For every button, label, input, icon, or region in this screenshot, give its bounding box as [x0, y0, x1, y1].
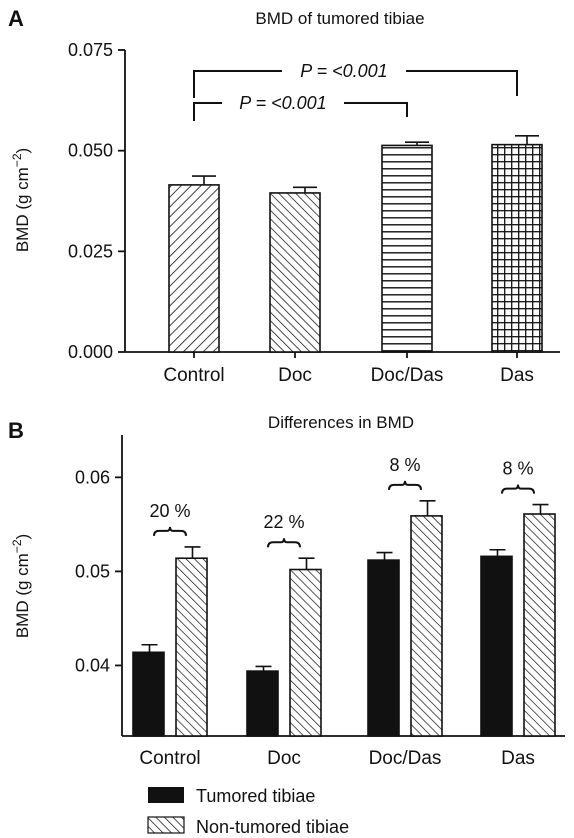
panel-b-difference-label: 8 %: [389, 455, 420, 475]
panel-a-error-bar: [293, 186, 317, 193]
panel-b-difference-brace: [388, 480, 422, 490]
legend-label-tumored: Tumored tibiae: [196, 786, 315, 806]
panel-a-pvalue-bg: [222, 91, 344, 113]
panel-b-error-bar: [532, 503, 549, 515]
panel-a-title: BMD of tumored tibiae: [255, 9, 424, 28]
panel-b-title: Differences in BMD: [268, 413, 414, 432]
panel-b-error-bar: [298, 557, 315, 570]
panel-a-letter: A: [8, 6, 24, 31]
panel-a-y-tick-label: 0.000: [68, 342, 113, 362]
panel-b-difference-label: 8 %: [502, 459, 533, 479]
panel-a-x-tick-label: Doc/Das: [371, 365, 444, 386]
panel-b-plot: 0.04 0.05 0.06 Control 20 % Doc 22 % Doc/Das 8 %…: [75, 435, 565, 769]
panel-b-error-bar: [255, 665, 272, 672]
panel-a-error-bar: [192, 175, 216, 185]
panel-a-y-axis-label: BMD (g cm−2): [10, 148, 32, 252]
panel-b-y-axis-label: BMD (g cm−2): [10, 534, 32, 638]
panel-a-x-tick-label: Das: [500, 365, 534, 386]
panel-a-plot: 0.000 0.025 0.050 0.075 Control Doc Doc/Das Das…: [68, 40, 560, 386]
panel-a-x-tick-label: Control: [163, 365, 224, 386]
panel-b-x-tick-label: Control: [139, 748, 200, 769]
panel-b-difference-label: 22 %: [263, 512, 304, 532]
panel-a-x-tick-label: Doc: [278, 365, 312, 386]
legend: Tumored tibiae Non-tumored tibiae: [147, 786, 349, 837]
panel-a-bar-das: [491, 143, 543, 353]
panel-b-x-tick-label: Doc: [267, 748, 301, 769]
panel-b-bar-non-tumored: [523, 513, 556, 737]
panel-b-bar-tumored: [132, 651, 165, 737]
panel-b-difference-brace: [267, 538, 301, 548]
panel-b-bar-tumored: [480, 555, 513, 737]
legend-swatch-non-tumored: [147, 816, 185, 834]
panel-a-pvalue-bg: [282, 59, 406, 81]
panel-b-bar-tumored: [367, 559, 400, 737]
panel-b-difference-label: 20 %: [149, 501, 190, 521]
panel-b-bar-non-tumored: [289, 568, 322, 737]
panel-b-error-bar: [376, 551, 393, 561]
panel-a-y-tick-label: 0.050: [68, 141, 113, 161]
panel-b-y-tick-label: 0.05: [75, 561, 110, 581]
panel-b-error-bar: [141, 643, 158, 653]
panel-b-error-bar: [184, 546, 201, 559]
panel-b-y-tick-label: 0.04: [75, 655, 110, 675]
panel-a-bar-doc-das: [381, 144, 433, 353]
legend-label-non-tumored: Non-tumored tibiae: [196, 817, 349, 837]
panel-b-x-tick-label: Das: [501, 748, 535, 769]
panel-a-bar-control: [168, 184, 220, 353]
panel-b-letter: B: [8, 418, 24, 443]
panel-b-difference-brace: [501, 484, 535, 494]
panel-a-error-bar: [405, 141, 429, 146]
panel-a-pvalue-outer: P = <0.001: [300, 61, 387, 81]
legend-swatch-tumored: [148, 787, 184, 803]
panel-b-bar-non-tumored: [410, 515, 443, 737]
panel-b-difference-brace: [153, 526, 187, 536]
panel-a-y-tick-label: 0.075: [68, 40, 113, 60]
panel-a-error-bar: [515, 134, 539, 145]
panel-b-bar-non-tumored: [175, 557, 208, 737]
panel-b-y-tick-label: 0.06: [75, 467, 110, 487]
panel-b-error-bar: [489, 548, 506, 557]
panel-b-bar-tumored: [246, 670, 279, 737]
panel-b-x-tick-label: Doc/Das: [369, 748, 442, 769]
panel-a-pvalue-inner: P = <0.001: [239, 93, 326, 113]
panel-b-error-bar: [419, 500, 436, 516]
panel-a-y-tick-label: 0.025: [68, 241, 113, 261]
panel-a-bar-doc: [269, 192, 321, 353]
